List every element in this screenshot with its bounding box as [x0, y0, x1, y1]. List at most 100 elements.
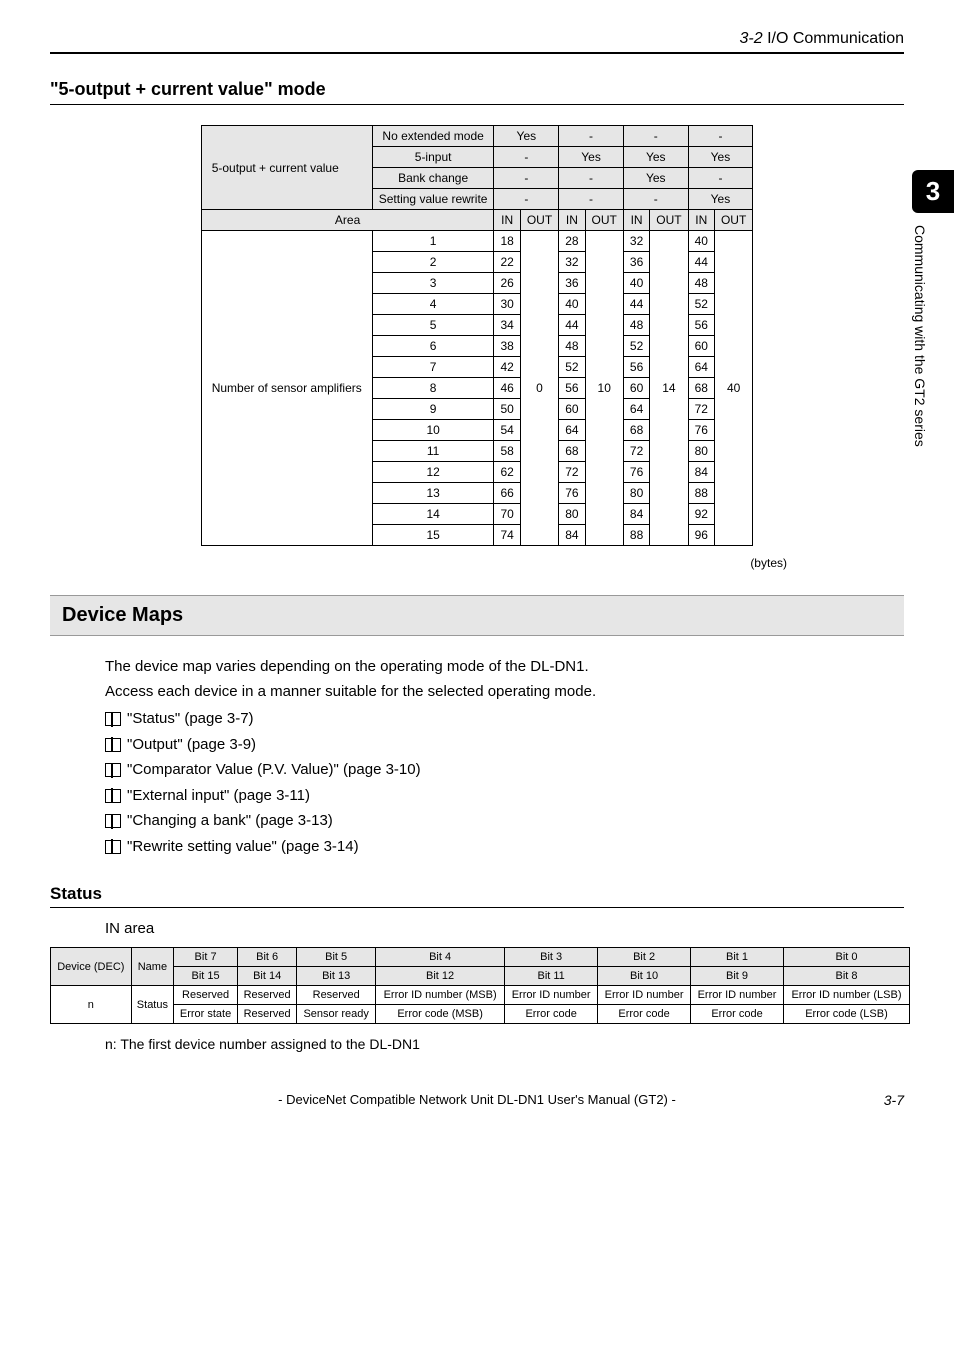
in-value: 60: [623, 378, 649, 399]
cell: Yes: [688, 189, 753, 210]
in-value: 96: [688, 525, 714, 546]
in-value: 80: [559, 504, 585, 525]
sensor-count: 4: [372, 294, 494, 315]
cell: -: [559, 126, 624, 147]
reference-item: "External input" (page 3-11): [105, 783, 904, 809]
section-number: 3-2: [739, 30, 762, 47]
in-value: 76: [559, 483, 585, 504]
in-value: 52: [623, 336, 649, 357]
reference-item: "Comparator Value (P.V. Value)" (page 3-…: [105, 757, 904, 783]
in-value: 48: [559, 336, 585, 357]
sensor-count: 3: [372, 273, 494, 294]
in-value: 36: [559, 273, 585, 294]
cell: Error ID number (LSB): [783, 986, 909, 1005]
footer: - DeviceNet Compatible Network Unit DL-D…: [50, 1092, 904, 1107]
book-icon: [105, 712, 121, 726]
chapter-title-vertical: Communicating with the GT2 series: [912, 213, 928, 545]
in-value: 30: [494, 294, 520, 315]
col-bit: Bit 3: [505, 948, 598, 967]
reference-text: "Rewrite setting value" (page 3-14): [127, 838, 359, 855]
cell: -: [623, 189, 688, 210]
reference-item: "Rewrite setting value" (page 3-14): [105, 834, 904, 860]
dm-para1: The device map varies depending on the o…: [105, 656, 904, 677]
reference-text: "Comparator Value (P.V. Value)" (page 3-…: [127, 761, 421, 778]
cell: Error ID number: [691, 986, 784, 1005]
device-maps-heading: Device Maps: [50, 595, 904, 636]
in-value: 72: [559, 462, 585, 483]
mode-row-header: Setting value rewrite: [372, 189, 494, 210]
footer-text: - DeviceNet Compatible Network Unit DL-D…: [278, 1092, 676, 1107]
cell: Yes: [559, 147, 624, 168]
in-value: 88: [688, 483, 714, 504]
cell: Yes: [623, 168, 688, 189]
reference-text: "Status" (page 3-7): [127, 710, 254, 727]
in-value: 80: [688, 441, 714, 462]
col-bit: Bit 1: [691, 948, 784, 967]
col-bit: Bit 5: [297, 948, 376, 967]
in-value: 48: [623, 315, 649, 336]
cell: -: [494, 168, 559, 189]
col-bit: Bit 7: [174, 948, 238, 967]
mode-heading: "5-output + current value" mode: [50, 79, 904, 105]
in-value: 32: [559, 252, 585, 273]
status-note: n: The first device number assigned to t…: [105, 1036, 904, 1052]
in-value: 60: [559, 399, 585, 420]
in-value: 42: [494, 357, 520, 378]
in-value: 80: [623, 483, 649, 504]
sensor-count: 8: [372, 378, 494, 399]
in-value: 58: [494, 441, 520, 462]
in-value: 54: [494, 420, 520, 441]
in-value: 40: [559, 294, 585, 315]
reference-item: "Output" (page 3-9): [105, 732, 904, 758]
col-device: Device (DEC): [51, 948, 132, 986]
cell-status: Status: [131, 986, 174, 1024]
out-label: OUT: [714, 210, 752, 231]
cell: Reserved: [174, 986, 238, 1005]
sensor-count: 15: [372, 525, 494, 546]
cell: Yes: [494, 126, 559, 147]
in-value: 22: [494, 252, 520, 273]
reference-text: "Changing a bank" (page 3-13): [127, 812, 333, 829]
in-label: IN: [623, 210, 649, 231]
col-bit: Bit 13: [297, 967, 376, 986]
header-rule: [50, 52, 904, 54]
in-value: 92: [688, 504, 714, 525]
sensor-count: 2: [372, 252, 494, 273]
body-group-label: Number of sensor amplifiers: [201, 231, 372, 546]
sensor-count: 10: [372, 420, 494, 441]
col-bit: Bit 11: [505, 967, 598, 986]
cell: Error code: [691, 1005, 784, 1024]
reference-list: "Status" (page 3-7) "Output" (page 3-9) "C…: [105, 706, 904, 859]
sensor-count: 9: [372, 399, 494, 420]
mode-row-header: No extended mode: [372, 126, 494, 147]
in-value: 18: [494, 231, 520, 252]
book-icon: [105, 840, 121, 854]
cell: -: [494, 147, 559, 168]
col-bit: Bit 4: [376, 948, 505, 967]
in-value: 72: [623, 441, 649, 462]
in-value: 62: [494, 462, 520, 483]
in-value: 68: [688, 378, 714, 399]
side-tab: 3 Communicating with the GT2 series: [912, 170, 954, 550]
section-title-text: I/O Communication: [767, 30, 904, 47]
col-bit: Bit 8: [783, 967, 909, 986]
col-name: Name: [131, 948, 174, 986]
chapter-number: 3: [912, 170, 954, 213]
in-value: 64: [688, 357, 714, 378]
col-bit: Bit 15: [174, 967, 238, 986]
in-value: 36: [623, 252, 649, 273]
in-value: 44: [623, 294, 649, 315]
in-value: 44: [559, 315, 585, 336]
in-value: 44: [688, 252, 714, 273]
sensor-count: 7: [372, 357, 494, 378]
out-value: 0: [520, 231, 558, 546]
reference-item: "Status" (page 3-7): [105, 706, 904, 732]
in-value: 66: [494, 483, 520, 504]
sensor-count: 13: [372, 483, 494, 504]
cell: Sensor ready: [297, 1005, 376, 1024]
cell: Error state: [174, 1005, 238, 1024]
in-value: 56: [688, 315, 714, 336]
cell: Reserved: [237, 986, 296, 1005]
cell: Error ID number (MSB): [376, 986, 505, 1005]
page-number: 3-7: [884, 1092, 904, 1108]
